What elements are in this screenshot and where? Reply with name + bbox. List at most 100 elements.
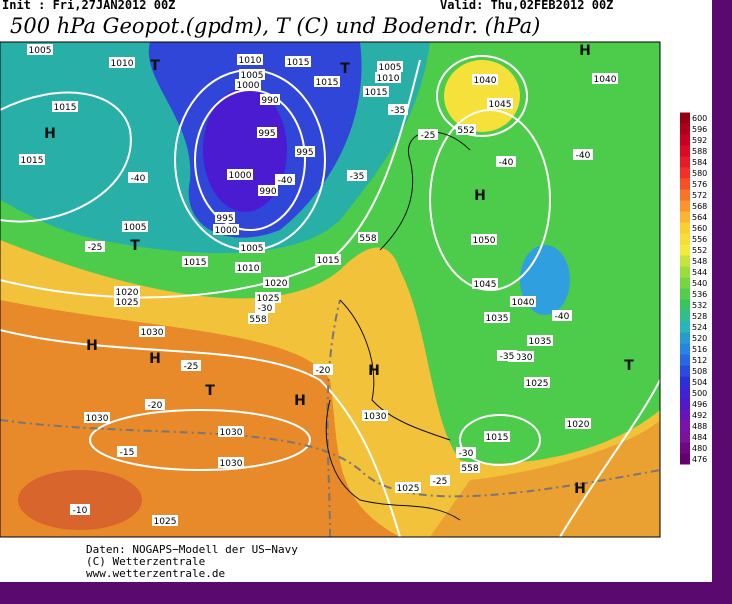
contour-label: 995 — [296, 148, 313, 158]
contour-label: 1010 — [377, 74, 400, 84]
label-box — [565, 418, 591, 429]
contour-label: 990 — [259, 187, 276, 197]
label-box — [358, 232, 378, 243]
colorbar-tick-label: 480 — [692, 444, 707, 453]
contour-label: 1035 — [529, 337, 552, 347]
label-box — [527, 335, 553, 346]
label-box — [235, 79, 261, 90]
colorbar-cell — [680, 299, 690, 311]
colorbar-tick-label: 532 — [692, 301, 707, 310]
colorbar-cell — [680, 255, 690, 267]
colorbar-cell — [680, 211, 690, 223]
label-box — [213, 224, 239, 235]
label-box — [239, 242, 265, 253]
contour-label: 1025 — [116, 298, 139, 308]
contour-label: 1015 — [54, 103, 77, 113]
colorbar-tick-label: 520 — [692, 334, 707, 343]
contour-label: 1010 — [239, 56, 262, 66]
colorbar-cell — [680, 365, 690, 377]
colorbar-tick-label: 536 — [692, 290, 707, 299]
label-box — [592, 73, 618, 84]
label-box — [258, 185, 278, 196]
contour-label: 1015 — [21, 156, 44, 166]
contour-label: -20 — [316, 366, 331, 376]
label-box — [255, 302, 275, 313]
label-box — [377, 61, 403, 72]
contour-label: -40 — [555, 312, 570, 322]
colorbar-cell — [680, 112, 690, 124]
colorbar-cell — [680, 178, 690, 190]
colorbar-cell — [680, 321, 690, 333]
colorbar-cell — [680, 398, 690, 410]
label-box — [235, 262, 261, 273]
label-box — [460, 462, 480, 473]
label-box — [487, 98, 513, 109]
label-box — [497, 350, 517, 361]
label-box — [218, 426, 244, 437]
colorbar-cell — [680, 156, 690, 168]
contour-label: 1015 — [486, 433, 509, 443]
contour-label: -40 — [278, 176, 293, 186]
label-box — [315, 254, 341, 265]
label-box — [70, 504, 90, 515]
map-border — [0, 41, 661, 538]
contour-label: 990 — [261, 96, 278, 106]
contour-label: -30 — [258, 304, 273, 314]
high-marker: H — [149, 351, 161, 367]
colorbar-tick-label: 544 — [692, 268, 707, 277]
high-marker: H — [86, 338, 98, 354]
colorbar-tick-label: 524 — [692, 323, 707, 332]
colorbar-tick-label: 556 — [692, 235, 707, 244]
high-marker: H — [579, 43, 591, 59]
colorbar-tick-label: 564 — [692, 213, 707, 222]
label-box — [430, 475, 450, 486]
colorbar-tick-label: 476 — [692, 455, 707, 464]
contour-label: 1040 — [474, 76, 497, 86]
colorbar-cell — [680, 233, 690, 245]
colorbar-cell — [680, 420, 690, 432]
contour-label: 1020 — [116, 288, 139, 298]
colorbar-cell — [680, 277, 690, 289]
label-box — [295, 146, 315, 157]
label-box — [285, 56, 311, 67]
footer-line: www.wetterzentrale.de — [86, 567, 226, 580]
contour-label: 995 — [258, 129, 275, 139]
label-box — [484, 312, 510, 323]
label-box — [114, 296, 140, 307]
contour-label: 1015 — [287, 58, 310, 68]
contour-label: 1025 — [397, 484, 420, 494]
label-box — [418, 129, 438, 140]
label-box — [510, 296, 536, 307]
coastlines — [325, 131, 471, 521]
label-box — [84, 412, 110, 423]
colorbar-cell — [680, 200, 690, 212]
footer-line: Daten: NOGAPS−Modell der US−Navy — [86, 543, 298, 556]
label-box — [388, 104, 408, 115]
contour-label: -35 — [350, 172, 365, 182]
contour-label: -25 — [88, 243, 103, 253]
contour-label: -40 — [499, 158, 514, 168]
colorbar-tick-label: 592 — [692, 136, 707, 145]
contour-label: 1040 — [594, 75, 617, 85]
field-purple — [203, 88, 287, 212]
label-box — [145, 399, 165, 410]
colorbar-tick-label: 508 — [692, 367, 707, 376]
contour-label: -20 — [148, 401, 163, 411]
field-orange — [430, 420, 660, 537]
colorbar-tick-label: 580 — [692, 169, 707, 178]
label-box — [109, 57, 135, 68]
contour-label: -40 — [131, 174, 146, 184]
colorbar-tick-label: 588 — [692, 147, 707, 156]
label-box — [52, 101, 78, 112]
label-box — [182, 256, 208, 267]
label-box — [239, 69, 265, 80]
label-box — [573, 149, 593, 160]
colorbar-cell — [680, 376, 690, 388]
contour-label: -10 — [73, 506, 88, 516]
colorbar-tick-label: 528 — [692, 312, 707, 321]
label-box — [263, 277, 289, 288]
footer-line: (C) Wetterzentrale — [86, 555, 206, 568]
contour-label: 1045 — [474, 280, 497, 290]
